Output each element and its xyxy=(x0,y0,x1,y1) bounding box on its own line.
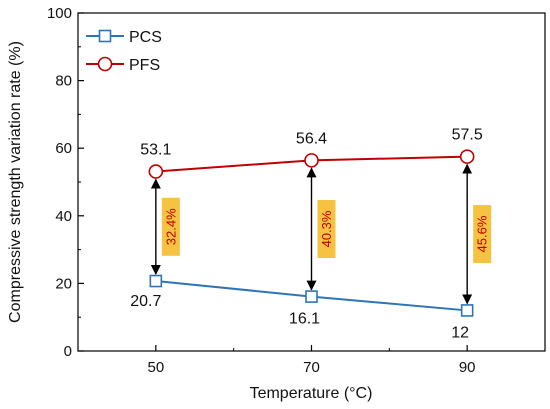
percentage-badge xyxy=(473,205,492,264)
percentage-badge xyxy=(161,197,180,256)
y-axis: 0 20 40 60 80 100 xyxy=(47,5,84,360)
y-tick-label: 80 xyxy=(55,73,72,90)
y-tick-label: 100 xyxy=(47,5,72,22)
annotations: 32.4% 40.3% 45.6% xyxy=(150,163,492,305)
data-point-pcs xyxy=(305,290,318,303)
x-axis-title: Temperature (°C) xyxy=(250,385,373,402)
y-tick-label: 0 xyxy=(64,343,72,360)
x-axis: 50 70 90 xyxy=(147,345,476,376)
y-tick-label: 20 xyxy=(55,275,72,292)
y-tick-label: 40 xyxy=(55,208,72,225)
data-point-pcs xyxy=(149,274,163,288)
percentage-label: 45.6% xyxy=(475,215,490,252)
legend-marker-pcs xyxy=(98,29,112,43)
data-label-pfs: 53.1 xyxy=(140,142,171,159)
data-point-pfs xyxy=(304,153,319,168)
x-tick-label: 90 xyxy=(459,359,476,376)
data-point-pfs xyxy=(459,149,475,164)
data-label-pfs: 56.4 xyxy=(296,130,327,147)
data-label-pfs: 57.5 xyxy=(452,127,483,144)
x-tick-label: 70 xyxy=(303,359,320,376)
legend: PCS PFS xyxy=(86,29,162,74)
data-label-pcs: 12 xyxy=(451,324,469,341)
data-point-pcs xyxy=(460,304,474,317)
percentage-badge xyxy=(317,199,336,258)
series-layer: 20.7 16.1 12 53.1 56.4 57.5 xyxy=(130,127,483,342)
legend-label-pcs: PCS xyxy=(129,29,162,46)
legend-marker-pfs xyxy=(97,56,113,72)
percentage-label: 40.3% xyxy=(319,210,334,247)
legend-label-pfs: PFS xyxy=(129,57,160,74)
data-point-pfs xyxy=(148,164,164,179)
y-tick-label: 60 xyxy=(55,140,72,157)
percentage-label: 32.4% xyxy=(163,208,178,245)
x-tick-label: 50 xyxy=(147,359,164,376)
data-label-pcs: 16.1 xyxy=(289,311,320,328)
data-label-pcs: 20.7 xyxy=(130,293,161,310)
y-axis-title: Compressive strength variation rate (%) xyxy=(7,41,24,323)
